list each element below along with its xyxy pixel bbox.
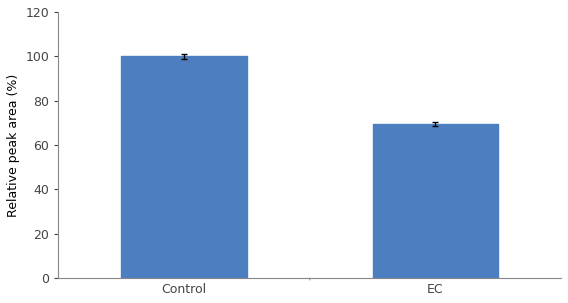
Bar [373, 124, 498, 278]
Bar [121, 56, 247, 278]
Y-axis label: Relative peak area (%): Relative peak area (%) [7, 73, 20, 217]
